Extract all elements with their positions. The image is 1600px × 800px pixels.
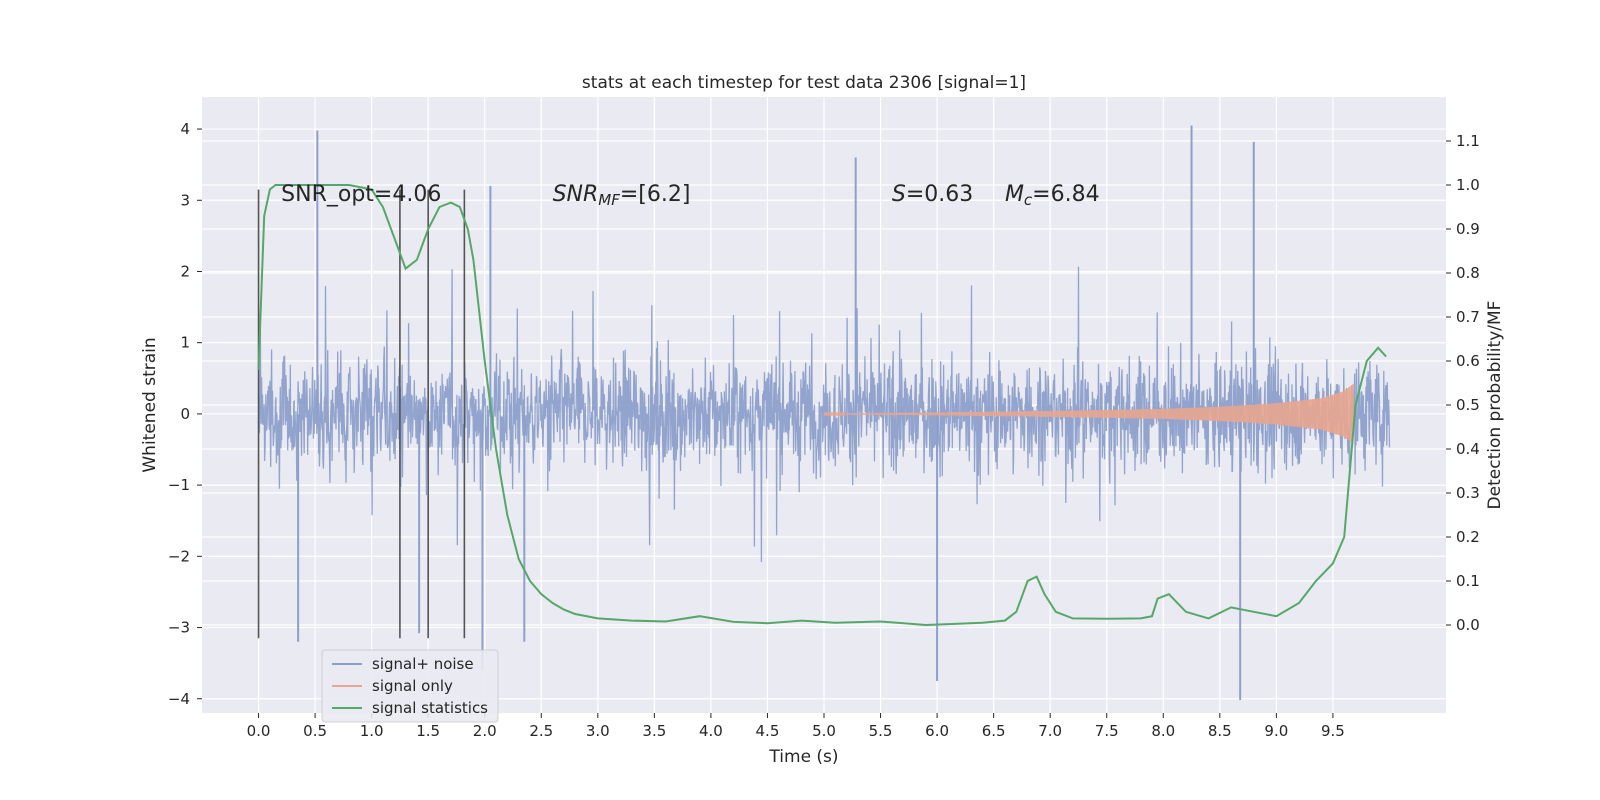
legend-entry: signal+ noise	[372, 655, 474, 673]
annotations: SNR_opt=4.06 SNRMF=[6.2] S=0.63 Mc=6.84	[281, 182, 1099, 209]
signal-noise-series	[257, 125, 1391, 701]
x-tick-label: 4.0	[699, 722, 723, 740]
y-tick-label-right: 0.4	[1456, 440, 1480, 458]
y-axis-label-left: Whitened strain	[140, 337, 160, 472]
x-tick-label: 8.5	[1208, 722, 1232, 740]
signal-only-line	[823, 383, 1354, 444]
y-ticks-right: 1.1 1.0 0.9 0.8 0.7 0.6 0.5 0.4 0.3 0.2 0.1 0.0	[1446, 132, 1480, 634]
x-tick-label: 3.5	[642, 722, 666, 740]
x-tick-label: 2.0	[473, 722, 497, 740]
y-tick-label-left: 2	[180, 262, 190, 280]
x-tick-label: 9.5	[1321, 722, 1345, 740]
signal-statistics-series	[257, 184, 1387, 627]
legend-entry: signal statistics	[372, 699, 488, 717]
x-tick-label: 6.0	[925, 722, 949, 740]
signal-only-series	[823, 383, 1354, 444]
y-tick-label-left: 0	[180, 405, 190, 423]
annotation: SNR_opt=4.06	[281, 182, 441, 207]
y-tick-label-right: 1.1	[1456, 132, 1480, 150]
vertical-markers	[257, 189, 466, 639]
y-tick-label-right: 0.0	[1456, 616, 1480, 634]
x-tick-label: 0.0	[247, 722, 271, 740]
legend: signal+ noise signal only signal statistic…	[321, 649, 499, 723]
legend-box	[321, 649, 499, 723]
x-tick-label: 2.5	[529, 722, 553, 740]
y-tick-label-left: 4	[180, 120, 190, 138]
y-tick-label-right: 0.1	[1456, 572, 1480, 590]
x-tick-label: 8.0	[1151, 722, 1175, 740]
y-tick-label-right: 0.7	[1456, 308, 1480, 326]
x-tick-label: 5.5	[869, 722, 893, 740]
y-tick-label-left: −3	[168, 619, 190, 637]
y-tick-label-right: 0.2	[1456, 528, 1480, 546]
y-tick-label-left: −1	[168, 476, 190, 494]
annotation: SNRMF=[6.2]	[553, 182, 691, 209]
x-tick-label: 5.0	[812, 722, 836, 740]
y-tick-label-right: 0.8	[1456, 264, 1480, 282]
legend-entry: signal only	[372, 677, 453, 695]
y-tick-label-right: 0.9	[1456, 220, 1480, 238]
x-tick-label: 3.0	[586, 722, 610, 740]
y-tick-label-right: 0.6	[1456, 352, 1480, 370]
signal-noise-line	[257, 266, 1391, 563]
x-tick-label: 7.0	[1038, 722, 1062, 740]
y-tick-label-right: 0.3	[1456, 484, 1480, 502]
y-tick-label-left: −2	[168, 547, 190, 565]
x-tick-label: 6.5	[982, 722, 1006, 740]
y-axis-label-right: Detection probability/MF	[1485, 301, 1505, 510]
x-tick-label: 1.0	[360, 722, 384, 740]
annotation: Mc=6.84	[1005, 182, 1100, 209]
annotation: S=0.63	[892, 182, 973, 207]
x-axis-label: Time (s)	[768, 747, 838, 767]
y-ticks-left: 4 3 2 1 0 −1 −2 −3 −4	[168, 120, 202, 708]
grid	[202, 97, 1446, 713]
chart-title: stats at each timestep for test data 230…	[582, 73, 1026, 93]
x-ticks: 0.0 0.5 1.0 1.5 2.0 2.5 3.0 3.5 4.0 4.5 5.0 5.5 6.0 6…	[247, 713, 1345, 740]
y-tick-label-left: −4	[168, 690, 190, 708]
x-tick-label: 7.5	[1095, 722, 1119, 740]
y-tick-label-right: 1.0	[1456, 176, 1480, 194]
signal-statistics-line	[257, 184, 1387, 627]
y-tick-label-right: 0.5	[1456, 396, 1480, 414]
y-tick-label-left: 3	[180, 191, 190, 209]
x-tick-label: 0.5	[303, 722, 327, 740]
x-tick-label: 4.5	[756, 722, 780, 740]
x-tick-label: 1.5	[416, 722, 440, 740]
y-tick-label-left: 1	[180, 334, 190, 352]
x-tick-label: 9.0	[1264, 722, 1288, 740]
